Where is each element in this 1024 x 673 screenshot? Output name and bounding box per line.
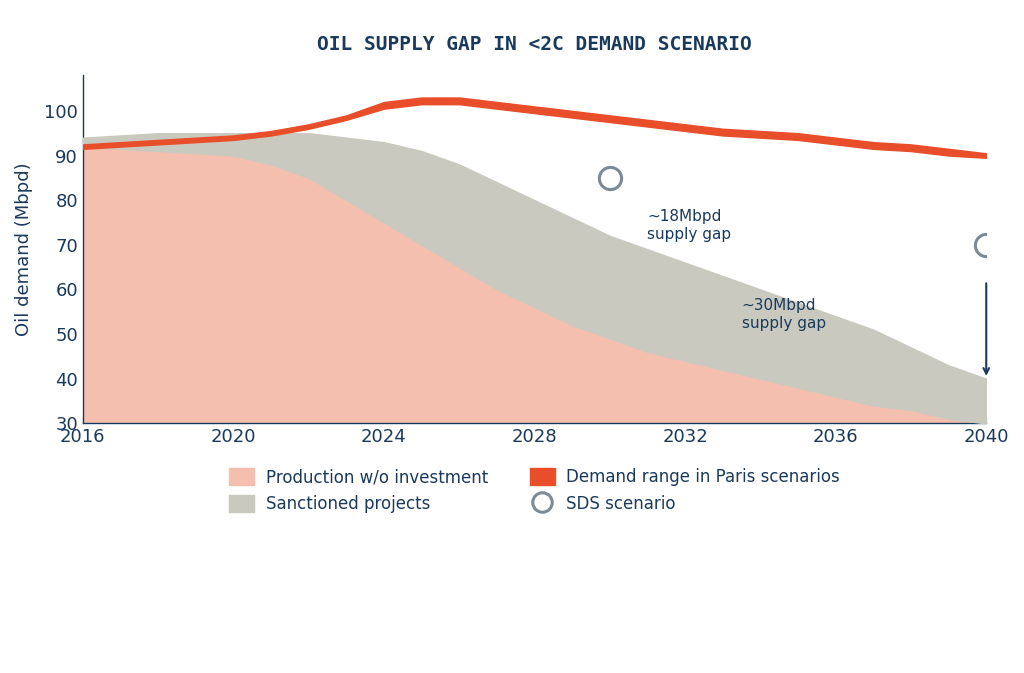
Text: ~30Mbpd
supply gap: ~30Mbpd supply gap: [741, 298, 825, 331]
Y-axis label: Oil demand (Mbpd): Oil demand (Mbpd): [15, 162, 33, 336]
Legend: Production w/o investment, Sanctioned projects, Demand range in Paris scenarios,: Production w/o investment, Sanctioned pr…: [222, 462, 847, 520]
Title: OIL SUPPLY GAP IN <2C DEMAND SCENARIO: OIL SUPPLY GAP IN <2C DEMAND SCENARIO: [317, 35, 752, 55]
Text: ~18Mbpd
supply gap: ~18Mbpd supply gap: [647, 209, 731, 242]
